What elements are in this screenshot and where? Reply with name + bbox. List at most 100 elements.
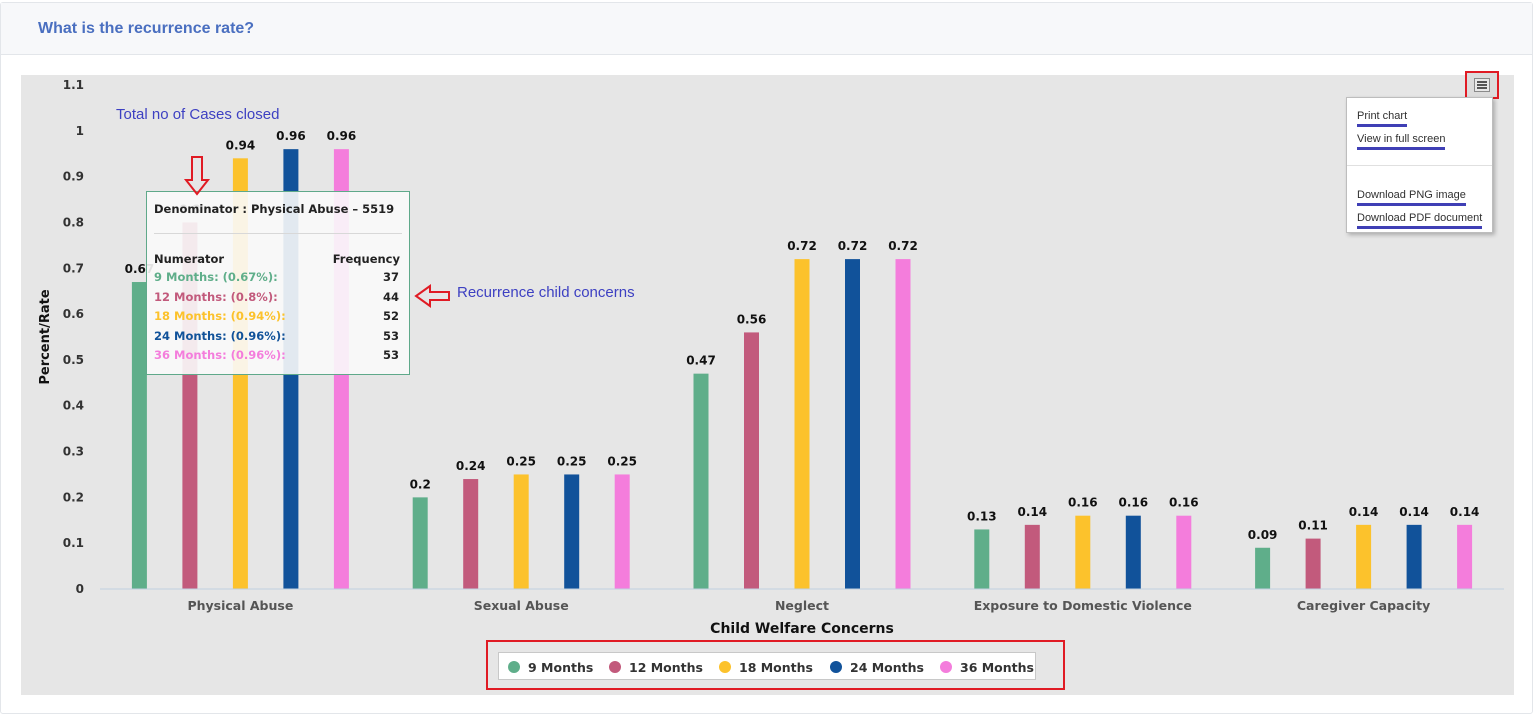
bar[interactable] [1406,524,1422,589]
tooltip-row-value: 53 [382,348,399,362]
bar[interactable] [693,373,709,589]
tooltip-row-label: 9 Months: (0.67%): [154,270,278,284]
bar-value-label: 0.09 [1248,528,1278,542]
tooltip-row-label: 18 Months: (0.94%): [154,309,286,323]
bar-value-label: 0.14 [1017,505,1047,519]
bar-value-label: 0.11 [1298,519,1328,533]
bar[interactable] [1075,515,1091,589]
bar[interactable] [1024,524,1040,589]
bar[interactable] [895,259,911,589]
y-tick-label: 0.1 [63,536,84,550]
tooltip-row: 9 Months: (0.67%): 37 [154,270,399,288]
page-title: What is the recurrence rate? [38,20,255,37]
bar[interactable] [1305,538,1321,589]
tooltip-row-value: 52 [382,309,399,323]
legend-dot-icon [719,661,731,673]
bar-value-label: 0.96 [276,129,306,143]
y-tick-label: 0.2 [63,490,84,504]
tooltip: Denominator : Physical Abuse – 5519 Nume… [146,191,410,375]
bar-value-label: 0.94 [226,138,256,152]
bar[interactable] [614,474,630,589]
y-tick-label: 0.8 [63,215,84,229]
legend-highlight [486,640,1065,690]
bar[interactable] [845,259,860,589]
bar-value-label: 0.25 [506,454,536,468]
context-menu-button[interactable] [1465,71,1499,99]
bar-value-label: 0.72 [888,239,918,253]
tooltip-numerator-header: Numerator [154,252,225,266]
y-tick-label: 0.6 [63,307,84,321]
export-menu: Print chart View in full screen Download… [1346,97,1493,233]
bar-value-label: 0.56 [737,312,767,326]
bar-value-label: 0.14 [1349,505,1379,519]
bar-value-label: 0.24 [456,459,486,473]
legend-label: 9 Months [528,660,594,675]
bar[interactable] [463,479,479,589]
legend-dot-icon [609,661,621,673]
bar-value-label: 0.13 [967,509,997,523]
legend-dot-icon [508,661,520,673]
bar[interactable] [513,474,529,589]
bar-value-label: 0.96 [327,129,357,143]
bar-value-label: 0.2 [410,477,431,491]
legend-label: 18 Months [739,660,813,675]
x-axis-title: Child Welfare Concerns [710,621,894,637]
y-tick-label: 0.3 [63,445,84,459]
bar-value-label: 0.14 [1399,505,1429,519]
y-tick-label: 1.1 [63,78,84,92]
bar[interactable] [131,282,147,589]
menu-item-view-full-screen[interactable]: View in full screen [1357,133,1446,150]
y-tick-label: 0.4 [63,399,84,413]
x-axis-ticks: Physical Abuse Sexual Abuse Neglect Exposur… [187,598,1430,613]
x-tick-label: Physical Abuse [187,598,293,613]
annotation-recurrence: Recurrence child concerns [457,284,635,301]
bar[interactable] [1255,547,1271,589]
legend: 9 Months 12 Months 18 Months 24 Months 36 Mo… [498,652,1036,680]
legend-label: 36 Months [960,660,1034,675]
tooltip-row: 24 Months: (0.96%): 53 [154,329,399,347]
bar[interactable] [412,497,428,589]
y-tick-label: 1 [76,124,84,138]
bar[interactable] [1176,515,1192,589]
bar-value-label: 0.25 [607,454,637,468]
bar-value-label: 0.16 [1169,496,1199,510]
y-tick-label: 0.5 [63,353,84,367]
bar-value-label: 0.14 [1450,505,1480,519]
bar-value-label: 0.16 [1118,496,1148,510]
bar[interactable] [794,259,810,589]
menu-item-download-pdf[interactable]: Download PDF document [1357,212,1483,229]
bar[interactable] [564,474,580,589]
tooltip-divider [154,233,402,234]
bar[interactable] [974,529,990,589]
y-tick-label: 0.9 [63,170,84,184]
menu-item-print-chart[interactable]: Print chart [1357,110,1408,127]
bar[interactable] [1125,515,1141,589]
x-tick-label: Caregiver Capacity [1297,598,1430,613]
tooltip-row-value: 37 [382,270,399,284]
y-axis-ticks: 0 0.1 0.2 0.3 0.4 0.5 0.6 0.7 0.8 0.9 1 1.1 [63,78,84,596]
chart-plot-background [21,75,1514,695]
x-tick-label: Neglect [775,598,829,613]
x-tick-label: Exposure to Domestic Violence [974,598,1192,613]
y-tick-label: 0.7 [63,261,84,275]
bar-value-label: 0.72 [787,239,817,253]
tooltip-frequency-header: Frequency [332,252,400,266]
bar-value-label: 0.25 [557,454,587,468]
bar[interactable] [744,332,759,589]
tooltip-row-label: 24 Months: (0.96%): [154,328,286,343]
tooltip-row: 36 Months: (0.96%): 53 [154,348,399,366]
x-tick-label: Sexual Abuse [474,598,569,613]
tooltip-header: Denominator : Physical Abuse – 5519 [154,202,395,216]
bar-value-label: 0.47 [686,354,716,368]
bar-value-label: 0.72 [838,239,868,253]
bar[interactable] [1457,524,1473,589]
tooltip-row-value: 53 [382,328,399,343]
tooltip-row-value: 44 [382,289,399,304]
hamburger-icon [1474,78,1490,92]
card-header: What is the recurrence rate? [1,3,1532,55]
tooltip-row: 12 Months: (0.8%): 44 [154,290,399,308]
menu-item-download-png[interactable]: Download PNG image [1357,189,1466,206]
bar[interactable] [1356,524,1372,589]
